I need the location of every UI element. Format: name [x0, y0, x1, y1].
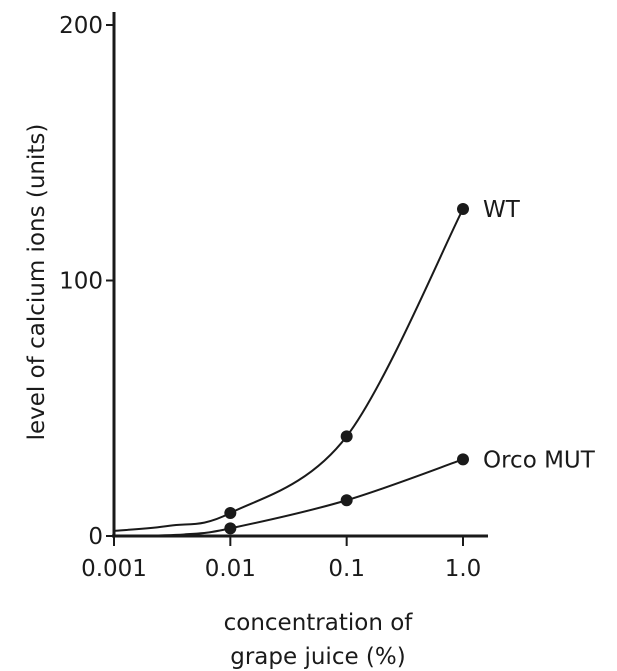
series-line-orco-mut	[121, 458, 464, 537]
labels: level of calcium ions (units) concentrat…	[24, 124, 596, 670]
data-point-wt	[340, 430, 353, 443]
series-label-wt: WT	[483, 197, 521, 223]
data-point-orco-mut	[224, 522, 237, 535]
x-tick-label: 1.0	[445, 556, 482, 582]
y-tick-label: 200	[59, 13, 103, 39]
series-label-orco-mut: Orco MUT	[483, 447, 596, 473]
data-point-orco-mut	[340, 494, 353, 507]
y-axis-label: level of calcium ions (units)	[24, 124, 50, 441]
curves	[113, 208, 464, 537]
ticks: 0.001 0.01 0.1 1.0 0 100 200	[59, 13, 481, 582]
x-axis-label-line-2: grape juice (%)	[230, 644, 405, 670]
y-tick-label: 0	[88, 524, 103, 550]
x-axis-label-line-1: concentration of	[224, 610, 414, 636]
axes	[112, 12, 488, 538]
data-point-wt	[457, 202, 469, 215]
series-line-wt	[113, 208, 464, 532]
x-tick-label: 0.001	[81, 556, 147, 582]
x-tick-label: 0.01	[205, 556, 256, 582]
points	[224, 202, 469, 535]
data-point-orco-mut	[457, 453, 469, 466]
x-tick-label: 0.1	[328, 556, 365, 582]
data-point-wt	[224, 507, 237, 520]
y-tick-label: 100	[59, 269, 103, 295]
